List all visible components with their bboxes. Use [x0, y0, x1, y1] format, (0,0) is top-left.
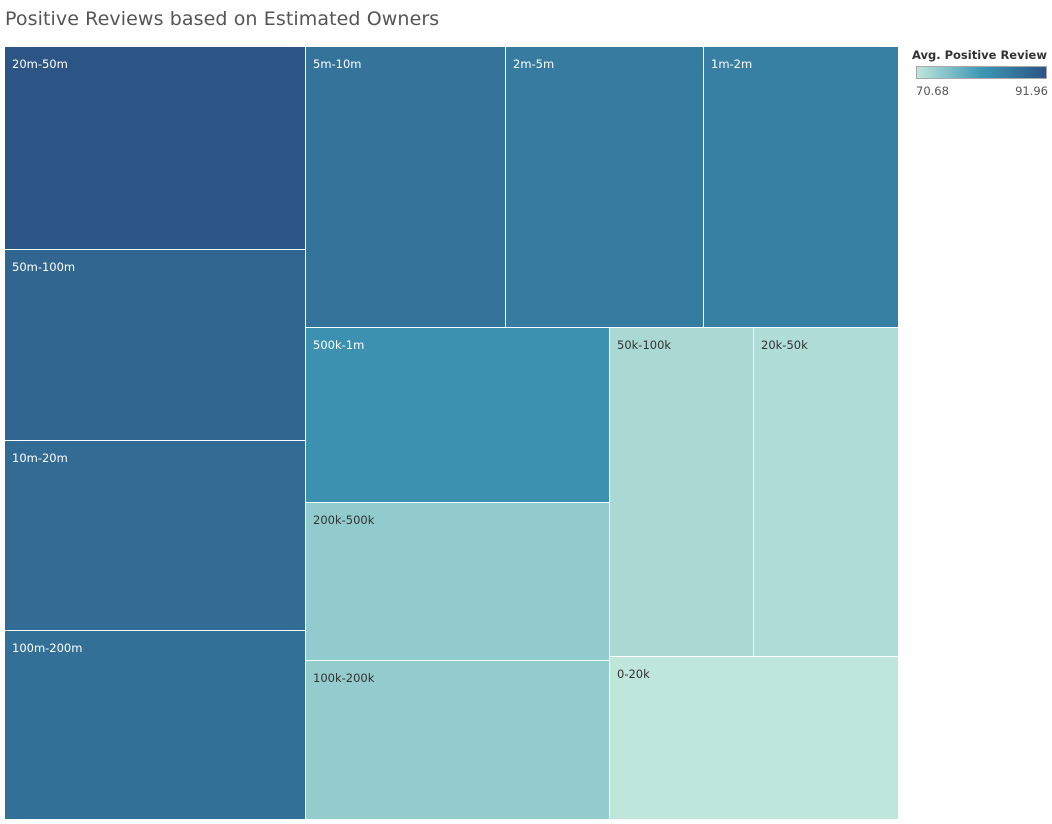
- treemap-cell-200k-500k[interactable]: 200k-500k: [306, 503, 610, 661]
- legend-gradient-bar: [916, 66, 1047, 79]
- treemap-cell-label: 50m-100m: [12, 260, 76, 274]
- legend-max-label: 91.96: [1015, 84, 1048, 98]
- treemap-cell-20m-50m[interactable]: 20m-50m: [5, 47, 306, 250]
- legend-min-label: 70.68: [916, 84, 949, 98]
- legend-title: Avg. Positive Review P..: [912, 48, 1048, 62]
- color-legend: Avg. Positive Review P.. 70.68 91.96: [912, 48, 1048, 98]
- treemap-cell-10m-20m[interactable]: 10m-20m: [5, 441, 306, 631]
- treemap-cell-0-20k[interactable]: 0-20k: [610, 657, 899, 820]
- treemap: 20m-50m 50m-100m 10m-20m 100m-200m 5m-10m 2m-…: [5, 47, 899, 820]
- treemap-cell-label: 100m-200m: [12, 641, 83, 655]
- treemap-cell-label: 500k-1m: [313, 338, 365, 352]
- treemap-cell-label: 200k-500k: [313, 513, 375, 527]
- treemap-cell-label: 1m-2m: [711, 57, 753, 71]
- treemap-cell-1m-2m[interactable]: 1m-2m: [704, 47, 899, 328]
- treemap-cell-2m-5m[interactable]: 2m-5m: [506, 47, 704, 328]
- treemap-cell-100k-200k[interactable]: 100k-200k: [306, 661, 610, 820]
- treemap-cell-label: 100k-200k: [313, 671, 375, 685]
- treemap-cell-label: 0-20k: [617, 667, 650, 681]
- treemap-cell-label: 20k-50k: [761, 338, 808, 352]
- treemap-cell-label: 20m-50m: [12, 57, 68, 71]
- chart-title: Positive Reviews based on Estimated Owne…: [5, 8, 440, 30]
- treemap-cell-5m-10m[interactable]: 5m-10m: [306, 47, 506, 328]
- treemap-cell-50k-100k[interactable]: 50k-100k: [610, 328, 754, 657]
- treemap-cell-label: 5m-10m: [313, 57, 362, 71]
- treemap-cell-label: 2m-5m: [513, 57, 555, 71]
- treemap-cell-label: 50k-100k: [617, 338, 672, 352]
- treemap-cell-label: 10m-20m: [12, 451, 68, 465]
- treemap-cell-100m-200m[interactable]: 100m-200m: [5, 631, 306, 820]
- treemap-cell-500k-1m[interactable]: 500k-1m: [306, 328, 610, 503]
- treemap-cell-50m-100m[interactable]: 50m-100m: [5, 250, 306, 441]
- treemap-cell-20k-50k[interactable]: 20k-50k: [754, 328, 899, 657]
